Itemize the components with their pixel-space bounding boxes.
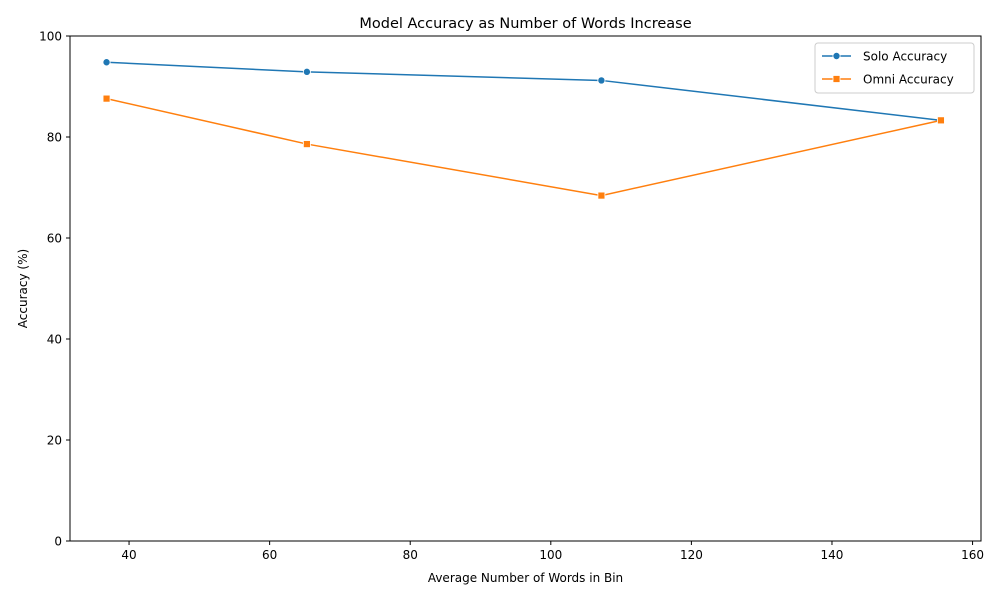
y-tick-label: 100 (39, 30, 62, 44)
legend-box (814, 42, 975, 94)
y-tick-label: 0 (54, 535, 62, 549)
y-tick-label: 40 (47, 333, 62, 347)
data-point (597, 191, 606, 200)
legend-entry: Omni Accuracy (822, 73, 954, 87)
data-point (597, 76, 606, 85)
x-tick-label: 40 (121, 548, 136, 562)
chart-title: Model Accuracy as Number of Words Increa… (359, 16, 691, 32)
legend-swatch-marker (832, 75, 841, 83)
legend-label: Solo Accuracy (863, 50, 947, 64)
x-tick-label: 140 (821, 548, 844, 562)
data-point (102, 58, 111, 67)
series-line (106, 61, 942, 122)
legend-swatch-marker (832, 52, 841, 61)
legend-label: Omni Accuracy (863, 73, 954, 87)
x-tick-label: 80 (403, 548, 418, 562)
y-tick-label: 20 (47, 434, 62, 448)
data-point (302, 140, 311, 148)
data-point (302, 67, 311, 76)
y-axis-label: Accuracy (%) (16, 249, 30, 328)
x-tick-label: 60 (262, 548, 277, 562)
y-tick-label: 80 (47, 131, 62, 145)
data-point (102, 94, 111, 103)
x-tick-label: 120 (680, 548, 703, 562)
data-point (937, 116, 945, 125)
x-tick-label: 160 (961, 548, 984, 562)
y-tick-label: 60 (47, 232, 62, 246)
x-axis-label: Average Number of Words in Bin (428, 571, 623, 585)
series-line (106, 97, 942, 197)
x-axis: 40 60 80 100 120 140 160 (121, 541, 984, 562)
x-tick-label: 100 (539, 548, 562, 562)
legend: Solo Accuracy Omni Accuracy (814, 42, 975, 94)
series-omni (102, 94, 945, 200)
series-layer (102, 58, 945, 200)
plot-frame (69, 35, 982, 542)
legend-entry: Solo Accuracy (822, 50, 947, 64)
y-axis: 0 20 40 60 80 100 (39, 30, 70, 549)
plot-area (69, 35, 982, 542)
